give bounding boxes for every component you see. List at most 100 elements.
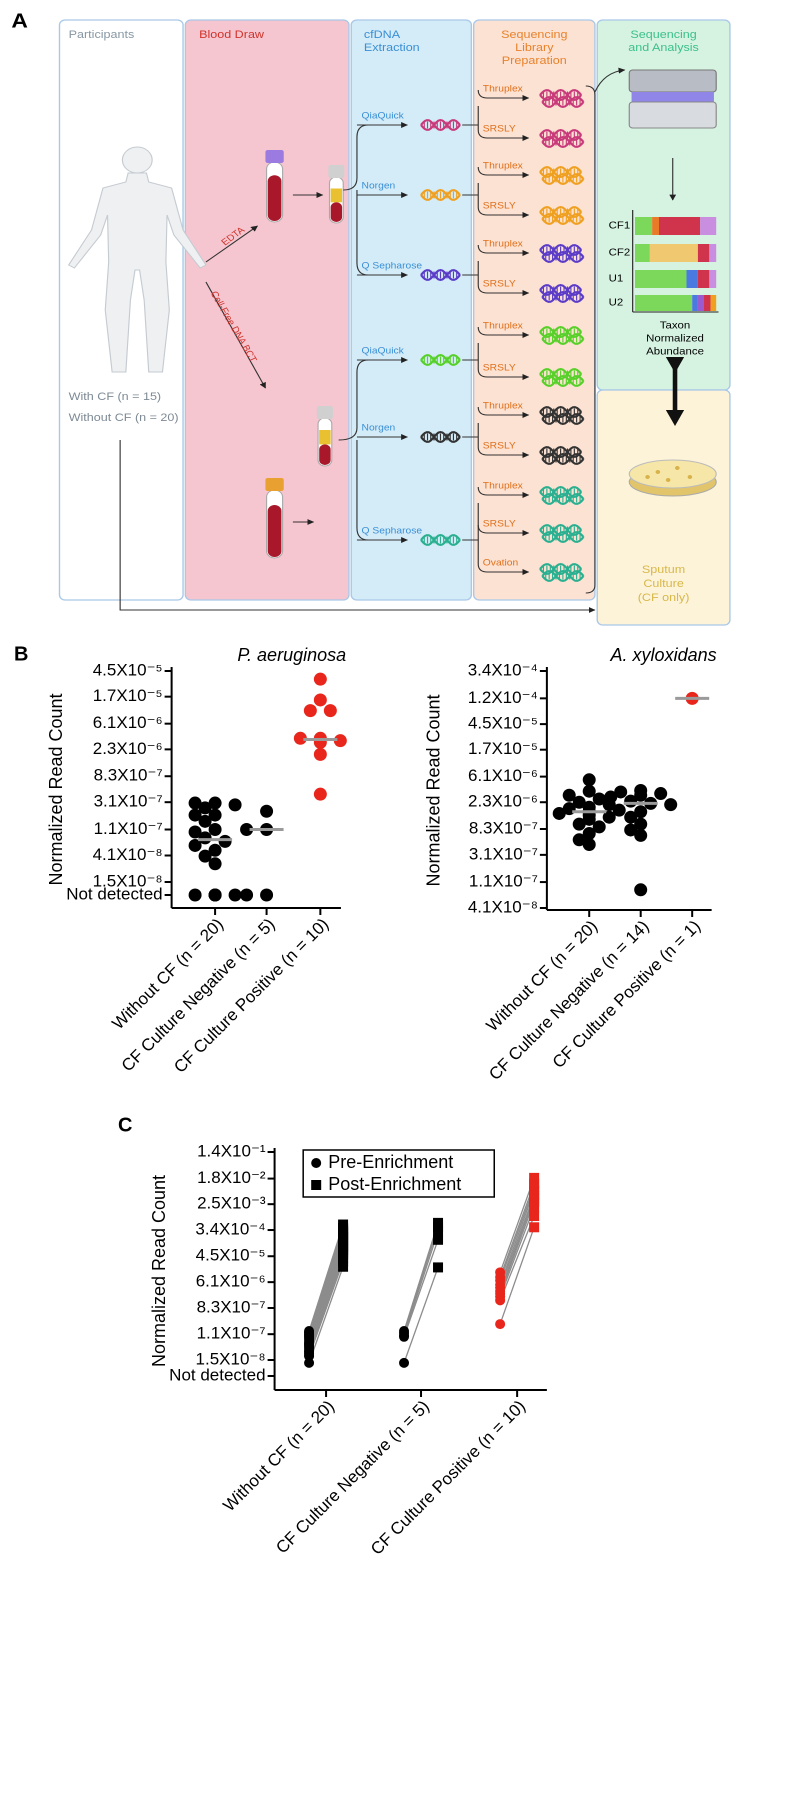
dna-strand [541,452,585,465]
dna-strand [539,446,583,459]
data-point [198,814,212,828]
y-tick-label: 1.1X10⁻⁷ [197,1324,266,1343]
data-point [572,833,586,847]
column-header: (CF only) [638,591,690,604]
dna-strand [541,213,585,226]
post-point [338,1261,349,1272]
data-point [323,704,337,718]
arrow [477,486,530,498]
pre-point [399,1331,410,1342]
extraction-method: Q Sepharose [362,261,423,271]
arrow [477,129,530,141]
y-tick-label: 1.1X10⁻⁷ [469,872,538,891]
dna-icon [541,95,585,109]
y-tick-label: 4.1X10⁻⁸ [93,845,163,864]
tube-blood [267,504,282,557]
y-tick-label: Not detected [169,1365,265,1384]
connector [585,85,596,594]
data-point [208,796,222,810]
dna-strand [541,530,585,543]
sample-label: U2 [609,297,624,308]
data-point [208,857,222,871]
y-tick-label: 1.5X10⁻⁸ [93,871,163,890]
data-point [198,831,212,845]
data-point [602,810,616,824]
data-point [333,734,347,748]
tube-blood [267,175,282,221]
library-kit: Thruplex [483,239,523,249]
chart: P. aeruginosa Normalized Read Count 4.5X10… [46,645,347,1077]
legend-marker [311,1180,322,1190]
pair-line [403,1222,439,1332]
dna-strand [541,173,585,186]
data-point [218,834,232,848]
library-kit: SRSLY [483,279,517,289]
tube-cap [265,150,284,163]
arrow [477,326,530,338]
pair-line [403,1231,439,1336]
data-point [228,888,242,902]
library-kit: Thruplex [483,321,523,331]
dna-icon [541,452,585,466]
data-point [634,828,648,842]
data-point [624,823,638,837]
dna-strand [539,367,583,380]
data-point [240,822,254,836]
dna-strand [541,96,585,109]
data-point [604,790,618,804]
dna-strand [420,431,461,444]
dna-strand [541,412,585,425]
arrow [477,244,530,256]
dna-strand [541,136,585,149]
data-point [612,803,626,817]
dna-strand [541,531,585,544]
branch [462,343,479,369]
data-point [313,672,327,686]
pair-line [403,1267,439,1364]
column-box [184,19,350,601]
sample-label: CF2 [609,247,631,258]
abundance-label: Abundance [646,346,704,357]
tube-cap [265,478,284,491]
data-point [313,693,327,707]
panel-label: C [118,1114,132,1136]
dna-icon [539,325,583,339]
group-label: With CF (n = 15) [69,390,162,403]
dna-icon [541,492,585,506]
post-point [433,1262,444,1273]
dna-icon [420,118,461,132]
dna-strand [541,492,585,505]
y-tick-label: 8.3X10⁻⁷ [197,1297,266,1316]
column-header: Blood Draw [199,28,264,41]
library-kit: Thruplex [483,161,523,171]
dna-icon [420,188,461,202]
data-point [208,888,222,902]
y-tick-label: 4.1X10⁻⁸ [468,897,538,916]
y-axis-label: Normalized Read Count [46,693,66,885]
data-point [582,784,596,798]
abundance-label: Normalized [646,333,704,344]
dna-strand [420,268,461,281]
dna-strand [541,332,585,345]
chart: A. xyloxidans Normalized Read Count 3.4X10… [424,645,717,1084]
arrow [477,524,530,536]
extraction-method: Q Sepharose [362,526,423,536]
dna-strand [539,284,583,297]
dna-strand [539,206,583,219]
dna-strand [541,251,585,264]
blood-tube [265,150,284,223]
dna-strand [539,405,583,418]
pair-line [499,1194,535,1288]
pair-line [499,1190,535,1285]
dna-icon [541,290,585,304]
abundance-label: Taxon [660,320,691,331]
pair-line [499,1201,535,1294]
branch [462,423,479,447]
arrow [477,89,530,101]
pair-line [403,1239,439,1337]
extraction-method: QiaQuick [362,346,404,356]
tube-blood [319,444,331,465]
data-point [188,838,202,852]
y-tick-label: 4.5X10⁻⁵ [196,1246,266,1265]
data-point [654,787,668,801]
